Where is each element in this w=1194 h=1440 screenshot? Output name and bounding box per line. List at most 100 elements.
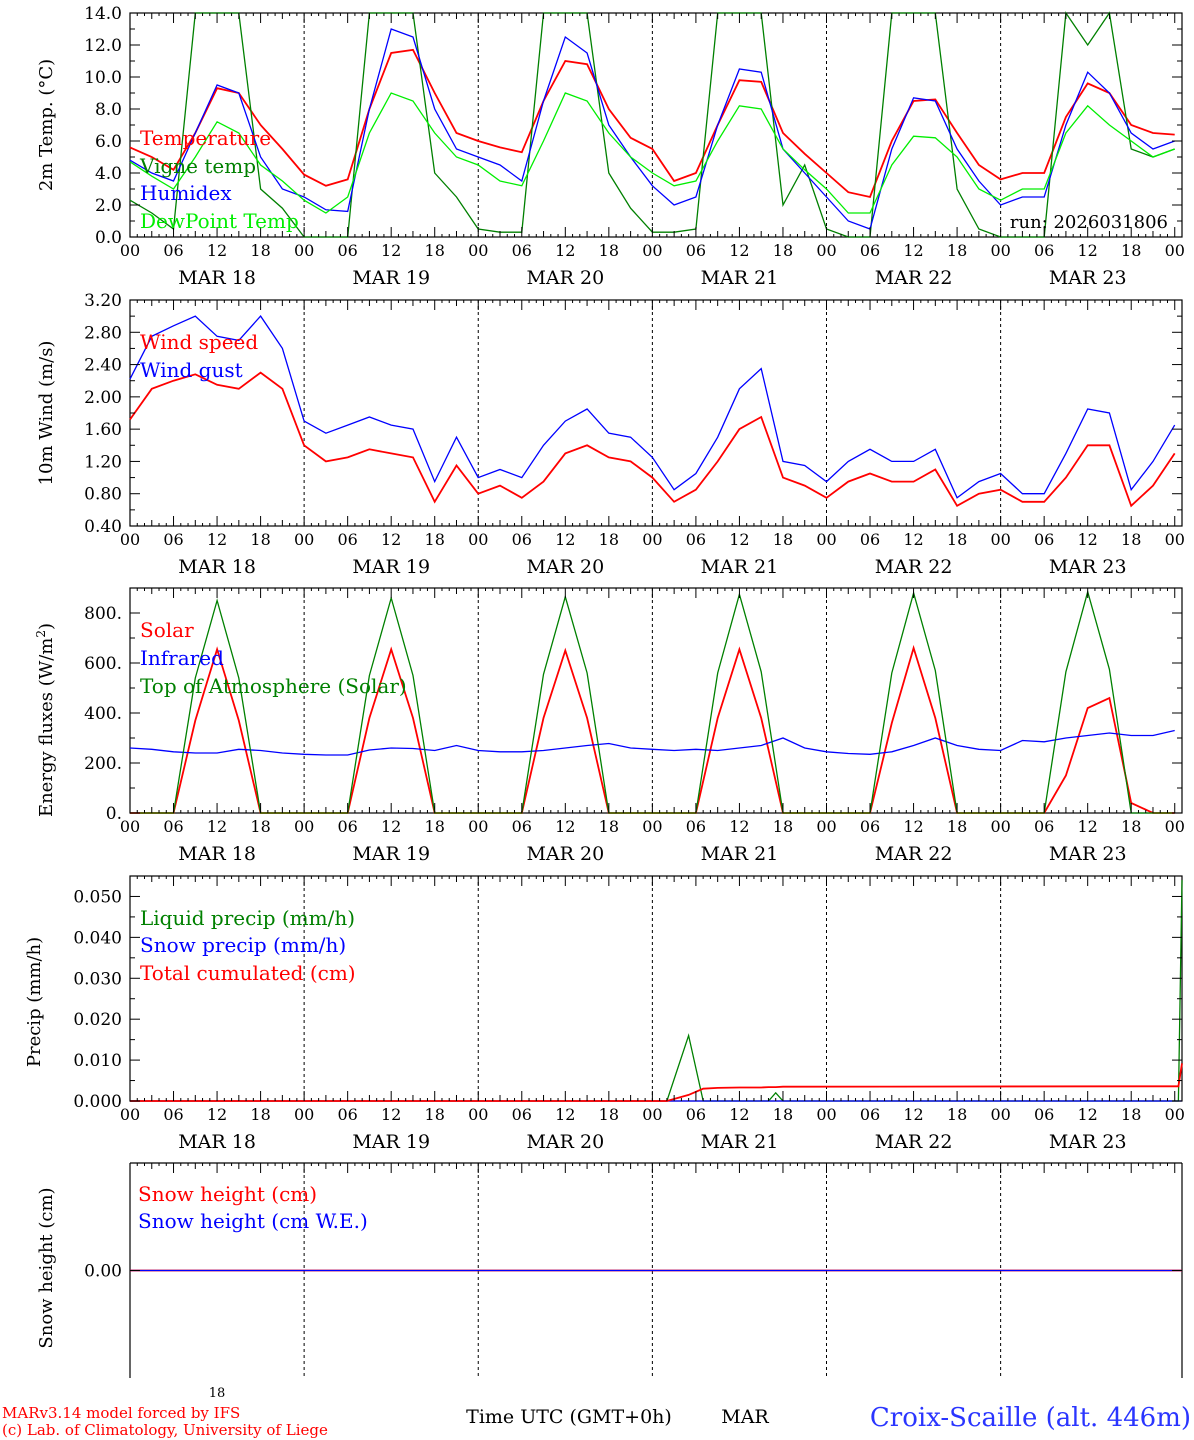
x-tick-label: 00 — [120, 530, 140, 549]
panel-energy: 00 06 12 18 00 06 12 18 00 06 12 18 00 06 12 18 00 06 12 18… — [34, 587, 1185, 865]
y-tick-label: 6.0 — [95, 132, 122, 152]
panel-temperature: 00 06 12 18 00 06 12 18 00 06 12 18 00 06 12 18 00 06 12 18… — [36, 4, 1185, 289]
x-tick-label: 18 — [599, 530, 619, 549]
x-tick-label: 12 — [207, 1105, 227, 1124]
x-tick-label: 18 — [947, 817, 967, 836]
x-tick-label: 00 — [990, 530, 1010, 549]
x-tick-label: 06 — [512, 1105, 532, 1124]
x-tick-label: 00 — [120, 817, 140, 836]
station-name: Croix-Scaille (alt. 446m) — [870, 1403, 1191, 1433]
x-tick-label: 00 — [468, 241, 488, 260]
x-tick-label: 18 — [773, 530, 793, 549]
x-tick-label: 12 — [729, 241, 749, 260]
series-humidex — [129, 28, 1175, 230]
x-tick-label: 00 — [294, 817, 314, 836]
series-total-cumulated-cm — [130, 1063, 1183, 1102]
series-temperature — [129, 48, 1175, 199]
x-tick-label: 18 — [425, 530, 445, 549]
x-tick-label: 12 — [555, 241, 575, 260]
y-tick-label: 0. — [106, 804, 122, 824]
day-label: MAR 22 — [875, 1131, 953, 1153]
x-tick-label: 06 — [337, 241, 357, 260]
x-tick-label: 12 — [381, 1105, 401, 1124]
day-label: MAR 20 — [526, 556, 604, 578]
legend-toa-solar: Top of Atmosphere (Solar) — [140, 674, 407, 698]
x-tick-label: 00 — [1165, 530, 1185, 549]
y-axis-label: Energy fluxes (W/m2) — [34, 623, 57, 817]
series-lines — [129, 315, 1176, 508]
legend-vigne-temp: Vigne temp — [139, 154, 256, 178]
day-label: MAR 19 — [352, 1131, 430, 1153]
day-label: MAR 23 — [1049, 843, 1127, 865]
x-tick-label: 06 — [1034, 241, 1054, 260]
y-axis: 0.40 0.80 1.20 1.60 2.00 2.40 2.80 3.20 — [84, 291, 1182, 537]
x-tick-label: 12 — [1078, 817, 1098, 836]
panel-wind: 00 06 12 18 00 06 12 18 00 06 12 18 00 06 12 18 00 06 12 18… — [36, 291, 1185, 578]
x-tick-label: 00 — [990, 817, 1010, 836]
day-label: MAR 20 — [526, 267, 604, 289]
x-tick-label: 00 — [1165, 817, 1185, 836]
day-label: MAR 22 — [875, 843, 953, 865]
legend-temperature: Temperature — [140, 126, 271, 150]
x-tick-label: 12 — [1078, 241, 1098, 260]
x-tick-label: 18 — [1121, 817, 1141, 836]
panel-frame — [129, 587, 1183, 814]
y-tick-label: 0.050 — [73, 887, 122, 907]
x-tick-label: 00 — [990, 241, 1010, 260]
x-tick-label: 12 — [207, 817, 227, 836]
x-tick-label: 18 — [1121, 530, 1141, 549]
y-axis: 0.000 0.010 0.020 0.030 0.040 0.050 — [73, 887, 1182, 1112]
x-tick-label: 18 — [773, 1105, 793, 1124]
footer: 18 MARv3.14 model forced by IFS (c) Lab.… — [2, 1386, 1191, 1439]
legend-snow-height-we: Snow height (cm W.E.) — [138, 1209, 368, 1233]
y-tick-label: 0.040 — [73, 928, 122, 948]
panel-snow: 0.00 Snow height (cm) Snow height (cm) S… — [36, 1162, 1183, 1378]
x-tick-label: 00 — [468, 530, 488, 549]
x-tick-label: 06 — [860, 817, 880, 836]
x-tick-label: 00 — [816, 1105, 836, 1124]
day-label: MAR 22 — [875, 267, 953, 289]
x-tick-label: 18 — [1121, 241, 1141, 260]
x-tick-label: 12 — [207, 241, 227, 260]
y-tick-label: 0.0 — [95, 228, 122, 248]
legend-wind-speed: Wind speed — [140, 330, 258, 354]
x-tick-label: 06 — [163, 1105, 183, 1124]
x-tick-label: 06 — [512, 530, 532, 549]
y-tick-label: 0.010 — [73, 1051, 122, 1071]
x-tick-label: 12 — [555, 1105, 575, 1124]
y-tick-label: 400. — [84, 704, 122, 724]
x-tick-label: 06 — [860, 241, 880, 260]
day-separators — [303, 588, 1002, 813]
x-tick-label: 06 — [163, 530, 183, 549]
legend-liquid-precip: Liquid precip (mm/h) — [140, 906, 355, 930]
y-tick-label: 600. — [84, 654, 122, 674]
day-label: MAR 18 — [178, 267, 256, 289]
footer-day: 18 — [209, 1386, 226, 1401]
x-axis: 00 06 12 18 00 06 12 18 00 06 12 18 00 06 12 18 00 06 12 18… — [120, 13, 1185, 289]
y-tick-label: 800. — [84, 604, 122, 624]
x-tick-label: 12 — [1078, 1105, 1098, 1124]
panel-frame — [129, 12, 1183, 238]
series-lines — [129, 11, 1175, 238]
x-tick-label: 12 — [903, 1105, 923, 1124]
x-tick-label: 00 — [642, 817, 662, 836]
footer-lab: (c) Lab. of Climatology, University of L… — [2, 1421, 328, 1439]
top-ticks — [129, 1163, 1183, 1173]
run-label: run: 2026031806 — [1010, 212, 1168, 233]
y-tick-label: 0.020 — [73, 1010, 122, 1030]
x-tick-label: 12 — [381, 530, 401, 549]
x-tick-label: 06 — [686, 1105, 706, 1124]
x-tick-label: 06 — [163, 817, 183, 836]
x-tick-label: 06 — [1034, 530, 1054, 549]
legend-total-cumulated: Total cumulated (cm) — [140, 961, 356, 985]
y-axis: 0.00 — [84, 1262, 1182, 1282]
panel-precip: 00 06 12 18 00 06 12 18 00 06 12 18 00 06 12 18 00 06 12 18… — [24, 875, 1185, 1153]
x-tick-label: 00 — [642, 1105, 662, 1124]
x-tick-label: 18 — [425, 241, 445, 260]
series-vigne-temp — [129, 11, 1175, 238]
x-tick-label: 06 — [337, 530, 357, 549]
y-axis-label: Precip (mm/h) — [24, 937, 45, 1067]
y-tick-label: 2.40 — [84, 356, 122, 376]
x-tick-label: 00 — [1165, 1105, 1185, 1124]
series-wind-gust — [129, 315, 1176, 499]
